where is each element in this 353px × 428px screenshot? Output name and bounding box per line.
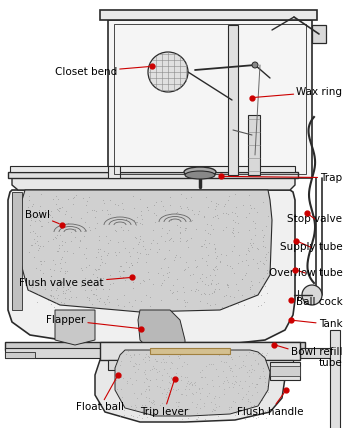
Polygon shape: [115, 350, 270, 416]
Text: Overflow tube: Overflow tube: [269, 268, 342, 278]
Polygon shape: [55, 310, 95, 345]
Text: Bowl: Bowl: [25, 210, 59, 224]
Ellipse shape: [184, 167, 216, 177]
Polygon shape: [8, 172, 298, 178]
Text: Flapper: Flapper: [46, 315, 138, 328]
Text: Closet bend: Closet bend: [55, 67, 149, 77]
Polygon shape: [108, 166, 120, 178]
Bar: [5, 352, 35, 358]
Bar: [5, 348, 105, 358]
Bar: [270, 366, 300, 376]
Polygon shape: [95, 350, 285, 422]
Bar: [330, 330, 340, 428]
Polygon shape: [228, 25, 238, 175]
Polygon shape: [12, 192, 22, 310]
Text: Trap: Trap: [223, 172, 342, 183]
Text: Ball cock: Ball cock: [291, 297, 342, 307]
Polygon shape: [20, 190, 272, 312]
Polygon shape: [312, 25, 326, 43]
Polygon shape: [138, 310, 185, 345]
Ellipse shape: [185, 171, 215, 179]
Circle shape: [252, 62, 258, 68]
Polygon shape: [248, 115, 260, 175]
Circle shape: [302, 285, 322, 305]
Circle shape: [148, 52, 188, 92]
Bar: [300, 348, 340, 358]
Text: Float ball: Float ball: [76, 377, 124, 413]
Text: Supply tube: Supply tube: [280, 242, 342, 253]
Text: Stop valve: Stop valve: [287, 214, 342, 224]
Text: Flush handle: Flush handle: [237, 392, 304, 417]
Text: Flush valve seat: Flush valve seat: [19, 278, 130, 288]
Bar: [100, 342, 300, 360]
Polygon shape: [10, 166, 295, 172]
Bar: [270, 362, 300, 380]
Text: Wax ring: Wax ring: [255, 87, 342, 97]
Text: Tank: Tank: [294, 319, 342, 330]
Text: Trip lever: Trip lever: [140, 381, 188, 417]
Bar: [5, 342, 305, 350]
Bar: [108, 360, 293, 370]
Polygon shape: [108, 20, 312, 178]
Polygon shape: [8, 190, 295, 345]
Bar: [150, 348, 230, 354]
Text: Bowl refill
tube: Bowl refill tube: [276, 345, 342, 368]
Polygon shape: [100, 10, 317, 20]
Polygon shape: [12, 178, 295, 190]
